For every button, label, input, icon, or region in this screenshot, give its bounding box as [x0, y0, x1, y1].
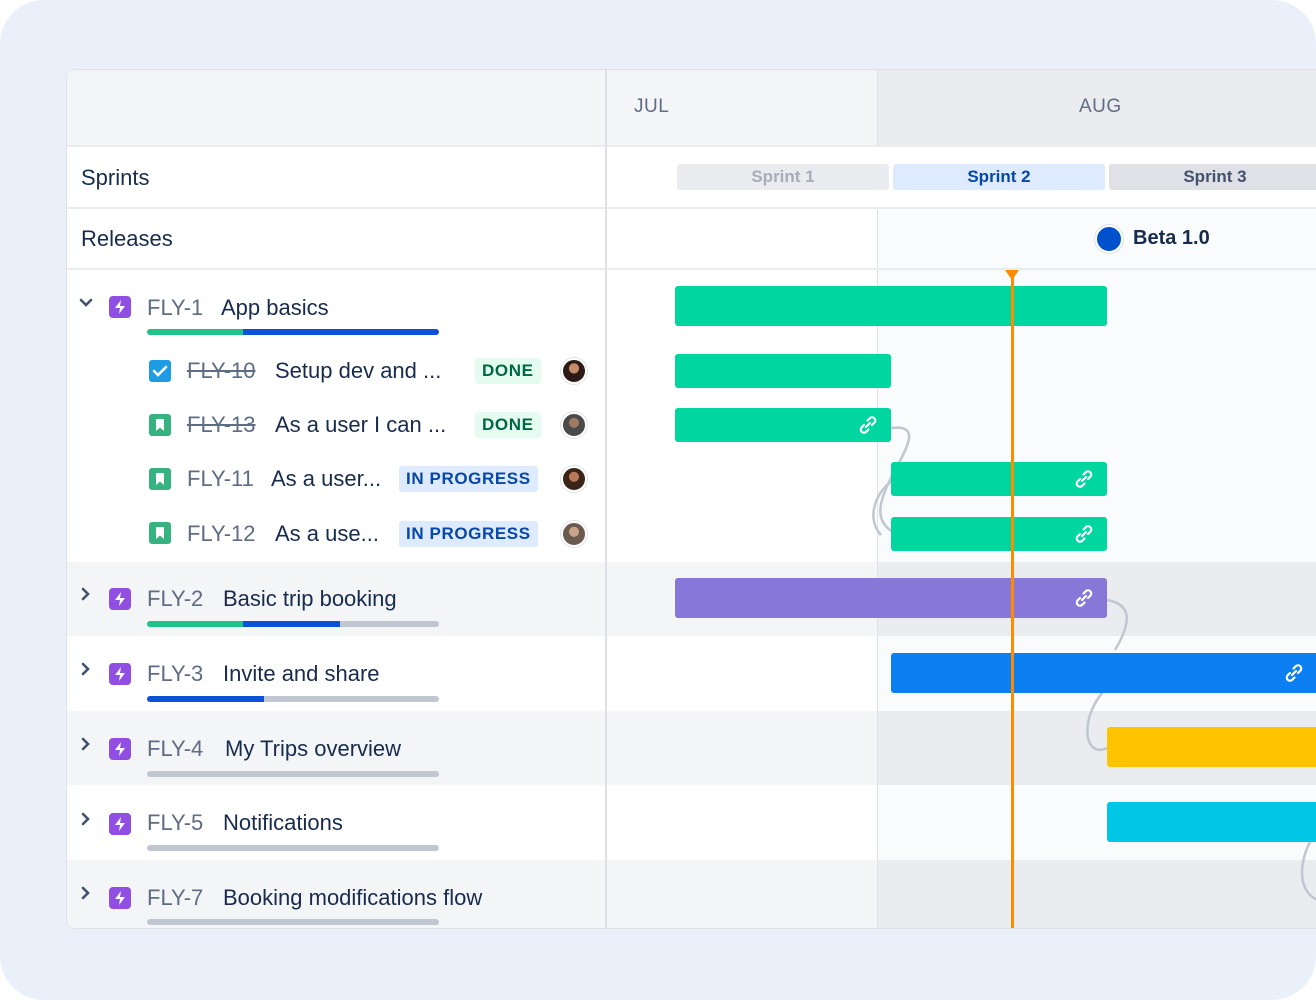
sprints-label: Sprints: [81, 165, 150, 190]
progress-done: [147, 621, 244, 627]
epic-title[interactable]: App basics: [221, 295, 329, 320]
band-aug-shade: [877, 860, 1316, 928]
expand-chevron-icon[interactable]: [77, 886, 95, 905]
epic-key[interactable]: FLY-1: [147, 295, 204, 320]
timeline-bar-fly-3[interactable]: [891, 653, 1316, 693]
month-column-aug: AUG: [877, 70, 1316, 147]
sprint-1-chip[interactable]: Sprint 1: [677, 164, 889, 190]
timeline-bar-fly-13[interactable]: [675, 408, 891, 442]
link-icon[interactable]: [1283, 662, 1305, 684]
issue-title[interactable]: As a use...: [275, 521, 379, 546]
epic-key[interactable]: FLY-7: [147, 885, 204, 910]
epic-icon: [109, 813, 131, 835]
epic-title[interactable]: Invite and share: [223, 661, 380, 686]
timeline-bar-fly-2[interactable]: [675, 578, 1107, 618]
status-lozenge: DONE: [475, 412, 541, 438]
expand-chevron-icon[interactable]: [77, 812, 95, 831]
status-lozenge: DONE: [475, 358, 541, 384]
collapse-chevron-icon[interactable]: [77, 295, 95, 313]
expand-chevron-icon[interactable]: [77, 737, 95, 756]
timeline-bar-fly-5[interactable]: [1107, 802, 1316, 842]
epic-title[interactable]: Basic trip booking: [223, 586, 397, 611]
roadmap-panel: JUL AUG Sprints Sprint 1 Sprint 2 Sprint…: [66, 69, 1316, 929]
month-label-aug: AUG: [1079, 96, 1122, 117]
epic-progress-bar: [147, 845, 439, 851]
timeline-bar-fly-12[interactable]: [891, 517, 1107, 551]
epic-icon: [109, 738, 131, 760]
epic-icon: [109, 887, 131, 909]
avatar[interactable]: [561, 412, 587, 438]
status-lozenge: IN PROGRESS: [399, 466, 538, 492]
link-icon[interactable]: [1073, 468, 1095, 490]
progress-in-progress: [243, 329, 439, 335]
epic-progress-bar: [147, 771, 439, 777]
epic-progress-bar: [147, 696, 439, 702]
epic-key[interactable]: FLY-5: [147, 810, 204, 835]
epic-progress-bar: [147, 329, 439, 335]
epic-title[interactable]: Booking modifications flow: [223, 885, 483, 910]
link-icon[interactable]: [1073, 523, 1095, 545]
issue-title[interactable]: Setup dev and ...: [275, 358, 442, 383]
epic-key[interactable]: FLY-2: [147, 586, 204, 611]
epic-icon: [109, 588, 131, 610]
epic-progress-bar: [147, 919, 439, 925]
timeline-bar-fly-4[interactable]: [1107, 727, 1316, 767]
progress-done: [147, 329, 244, 335]
story-bookmark-icon: [149, 522, 171, 544]
epic-title[interactable]: My Trips overview: [225, 736, 402, 761]
issue-title[interactable]: As a user...: [271, 466, 382, 491]
progress-in-progress: [243, 621, 340, 627]
expand-chevron-icon[interactable]: [77, 662, 95, 681]
timeline-bar-fly-11[interactable]: [891, 462, 1107, 496]
issue-key[interactable]: FLY-11: [187, 466, 254, 491]
issue-key[interactable]: FLY-12: [187, 521, 256, 546]
row-divider: [67, 268, 1316, 270]
epic-title[interactable]: Notifications: [223, 810, 343, 835]
story-bookmark-icon: [149, 414, 171, 436]
link-icon[interactable]: [1073, 587, 1095, 609]
issue-key[interactable]: FLY-13: [187, 412, 256, 437]
task-checkbox-icon: [149, 360, 171, 382]
link-icon[interactable]: [857, 414, 879, 436]
timeline-bar-fly-1[interactable]: [675, 286, 1107, 326]
epic-icon: [109, 663, 131, 685]
epic-icon: [109, 296, 131, 318]
sprint-3-chip[interactable]: Sprint 3: [1109, 164, 1316, 190]
story-bookmark-icon: [149, 468, 171, 490]
status-lozenge: IN PROGRESS: [399, 521, 538, 547]
epic-progress-bar: [147, 621, 439, 627]
issue-key[interactable]: FLY-10: [187, 358, 256, 383]
issue-title[interactable]: As a user I can ...: [275, 412, 447, 437]
progress-in-progress: [147, 696, 264, 702]
timeline-bar-fly-10[interactable]: [675, 354, 891, 388]
epic-key[interactable]: FLY-4: [147, 736, 204, 761]
column-divider[interactable]: [605, 70, 607, 928]
avatar[interactable]: [561, 358, 587, 384]
releases-label: Releases: [81, 226, 173, 251]
epic-key[interactable]: FLY-3: [147, 661, 204, 686]
today-marker-line: [1011, 274, 1014, 928]
release-marker[interactable]: [1095, 225, 1123, 253]
avatar[interactable]: [561, 466, 587, 492]
sprint-2-chip[interactable]: Sprint 2: [893, 164, 1105, 190]
avatar[interactable]: [561, 521, 587, 547]
expand-chevron-icon[interactable]: [77, 587, 95, 606]
row-divider: [67, 207, 1316, 209]
month-column-jul: JUL: [607, 70, 877, 147]
list-header: [67, 70, 607, 147]
month-label-jul: JUL: [634, 96, 670, 117]
release-label[interactable]: Beta 1.0: [1133, 227, 1210, 249]
dependency-lines: [872, 426, 1316, 901]
